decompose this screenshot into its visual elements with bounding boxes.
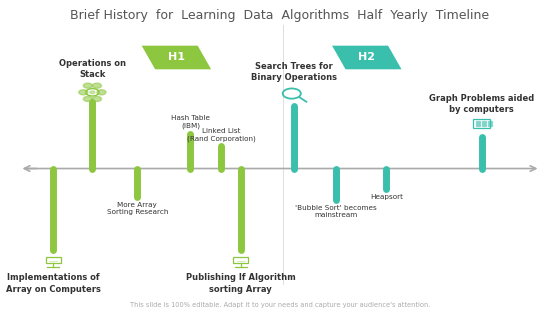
Circle shape — [83, 96, 92, 101]
Circle shape — [97, 90, 106, 95]
Bar — [473, 119, 491, 128]
Bar — [488, 124, 492, 126]
Circle shape — [92, 96, 101, 101]
Text: Publishing If Algorithm
sorting Array: Publishing If Algorithm sorting Array — [186, 273, 296, 294]
Text: Graph Problems aided
by computers: Graph Problems aided by computers — [429, 94, 534, 114]
Bar — [476, 121, 480, 123]
Circle shape — [83, 83, 92, 88]
Text: Brief History  for  Learning  Data  Algorithms  Half  Yearly  Timeline: Brief History for Learning Data Algorith… — [71, 9, 489, 22]
Bar — [476, 124, 480, 126]
Text: Hash Table
(IBM): Hash Table (IBM) — [171, 115, 210, 129]
Polygon shape — [332, 46, 402, 69]
Bar — [482, 124, 486, 126]
Circle shape — [79, 90, 88, 95]
Bar — [488, 121, 492, 123]
Text: Linked List
(Rand Corporation): Linked List (Rand Corporation) — [187, 128, 255, 142]
Bar — [233, 257, 248, 263]
Bar — [482, 121, 486, 123]
Text: Search Trees for
Binary Operations: Search Trees for Binary Operations — [251, 62, 337, 82]
Polygon shape — [142, 46, 211, 69]
Text: H1: H1 — [168, 53, 185, 62]
Text: H2: H2 — [358, 53, 375, 62]
Text: More Array
Sorting Research: More Array Sorting Research — [106, 202, 168, 215]
Text: Heapsort: Heapsort — [370, 194, 403, 200]
Text: 'Bubble Sort' becomes
mainstream: 'Bubble Sort' becomes mainstream — [295, 205, 377, 218]
Bar — [46, 257, 60, 263]
Text: Operations on
Stack: Operations on Stack — [59, 59, 126, 79]
Circle shape — [92, 83, 101, 88]
Text: Implementations of
Array on Computers: Implementations of Array on Computers — [6, 273, 101, 294]
Text: This slide is 100% editable. Adapt it to your needs and capture your audience's : This slide is 100% editable. Adapt it to… — [130, 302, 430, 308]
Circle shape — [90, 91, 95, 94]
